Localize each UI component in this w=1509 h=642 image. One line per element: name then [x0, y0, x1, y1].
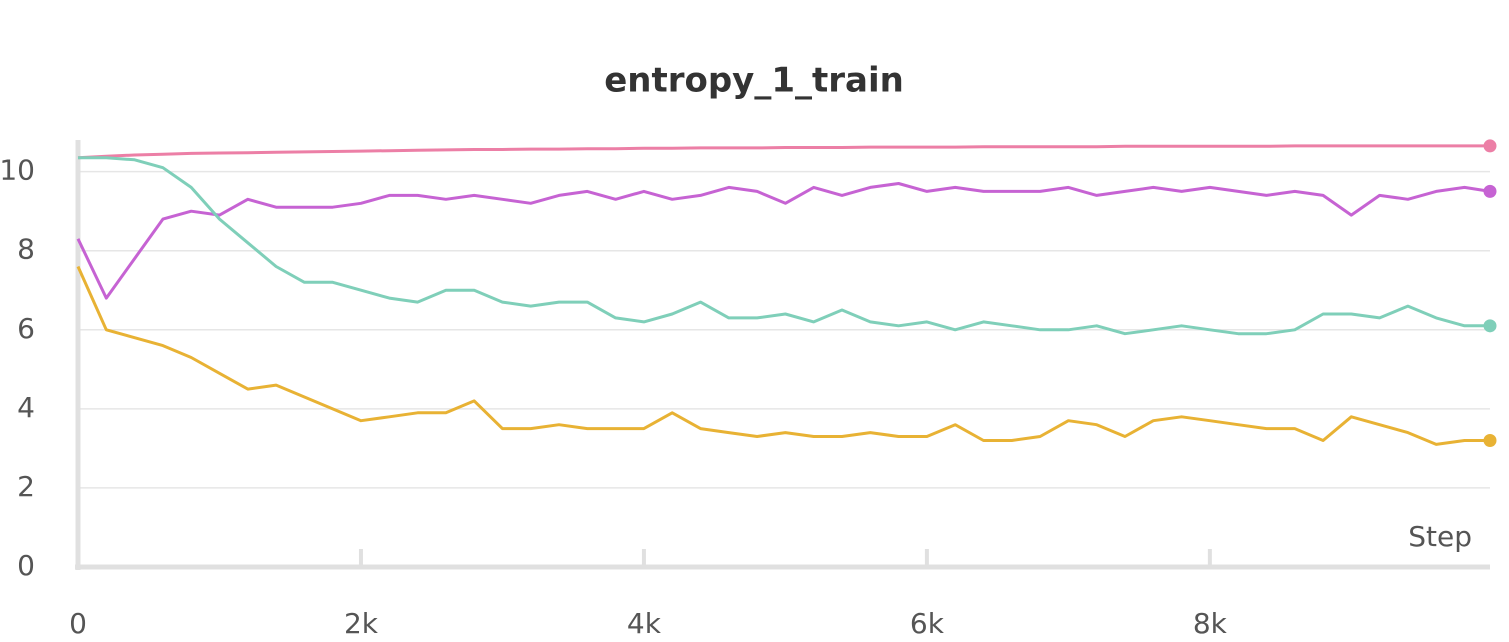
- y-tick-label: 10: [0, 154, 35, 187]
- series-line: [77, 144, 1490, 160]
- y-tick-label: 8: [17, 233, 35, 266]
- series-line: [76, 265, 1490, 446]
- x-tick-label: 6k: [910, 607, 945, 640]
- x-tick-label: 4k: [627, 607, 662, 640]
- y-tick-label: 0: [17, 549, 35, 582]
- x-axis-label: Step: [1408, 520, 1472, 553]
- x-tick-label: 8k: [1193, 607, 1228, 640]
- end-point: [1483, 139, 1497, 153]
- y-tick-label: 4: [17, 391, 35, 424]
- y-tick-label: 6: [17, 312, 35, 345]
- end-point: [1483, 319, 1497, 333]
- chart-title: entropy_1_train: [604, 61, 904, 101]
- x-tick-label: 0: [69, 607, 87, 640]
- y-tick-label: 2: [17, 470, 35, 503]
- series-line: [76, 182, 1491, 300]
- end-point: [1483, 184, 1497, 198]
- end-point: [1483, 433, 1497, 447]
- x-tick-label: 2k: [344, 607, 379, 640]
- series-line: [78, 156, 1490, 336]
